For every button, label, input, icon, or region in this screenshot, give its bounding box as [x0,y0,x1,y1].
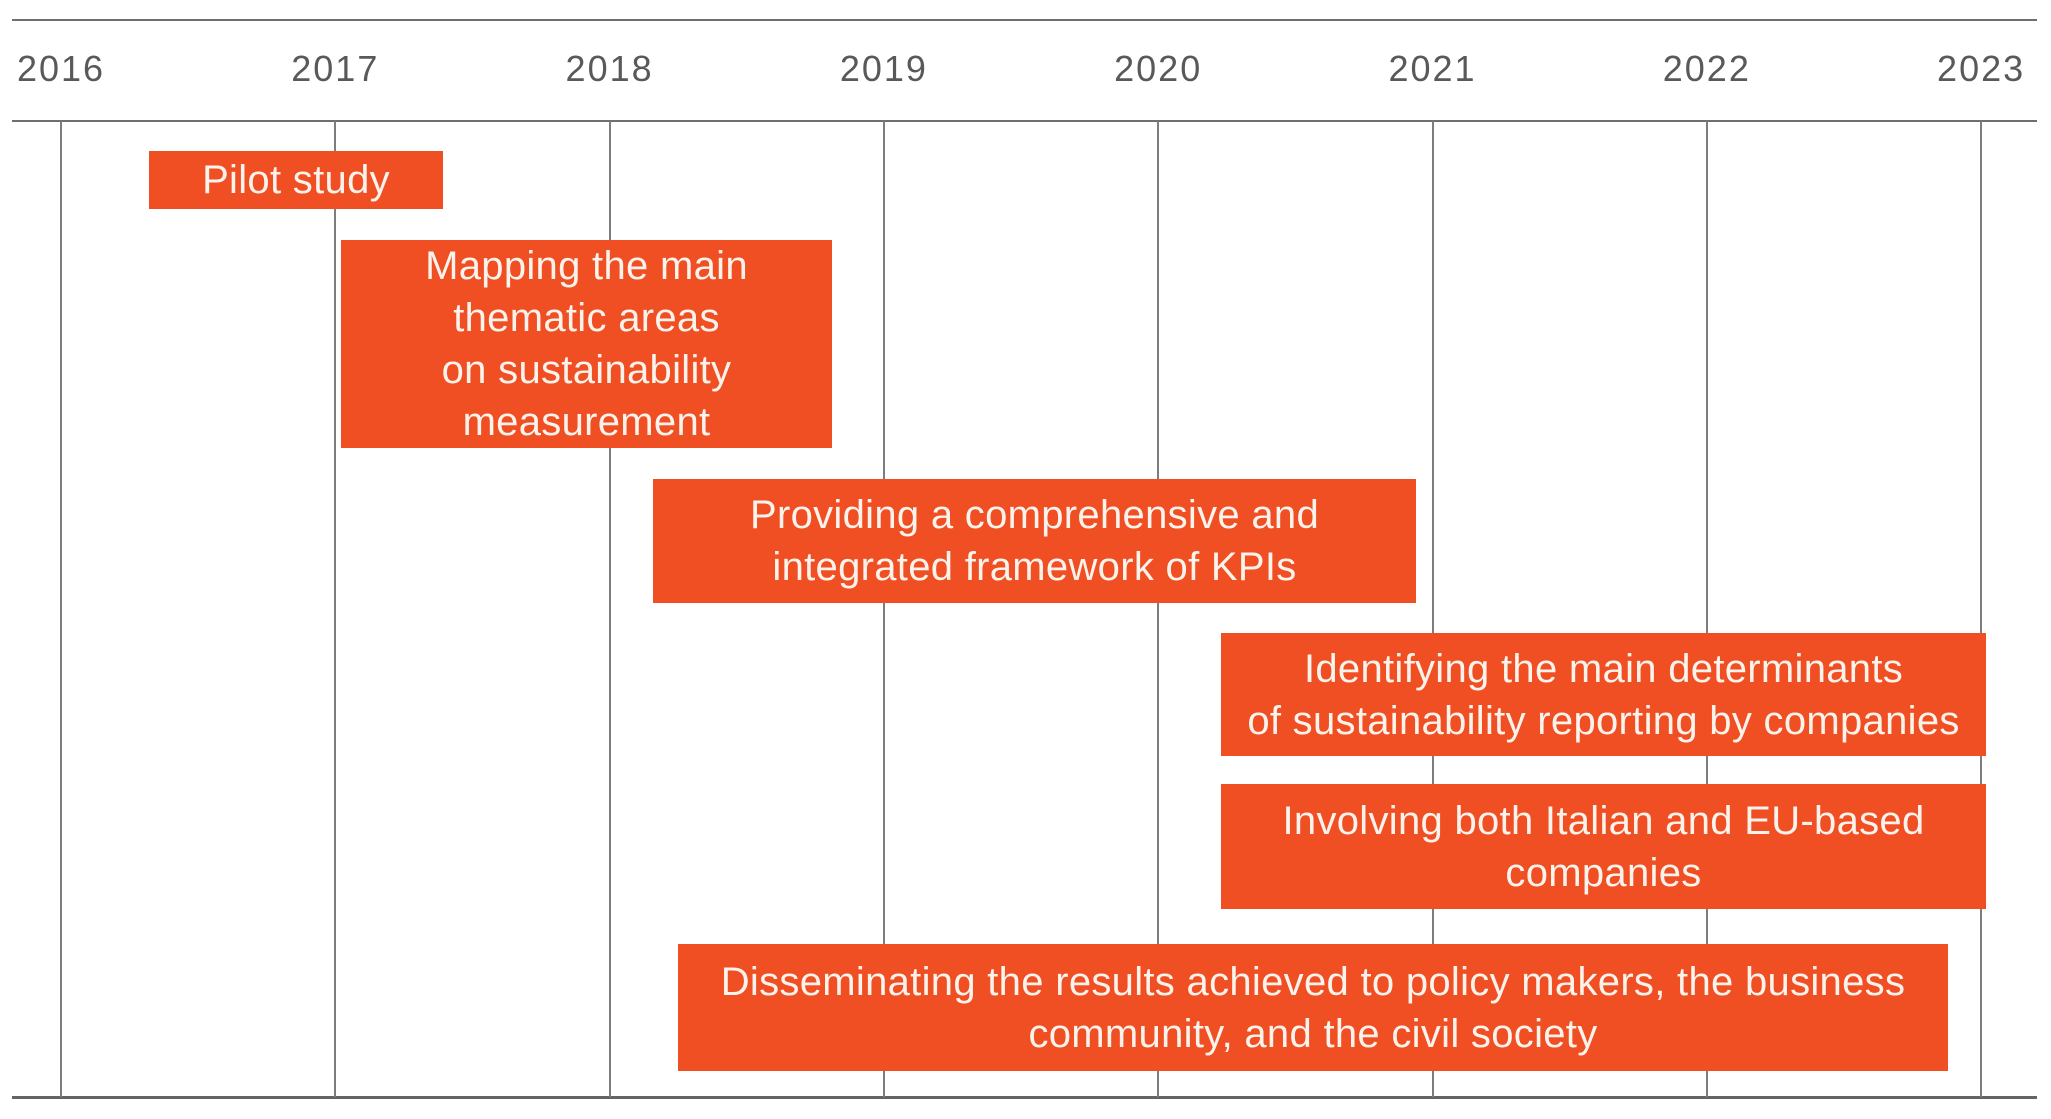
task-bar-label-line: Mapping the main [425,244,748,288]
year-label-2020: 2020 [1114,48,1203,89]
task-bar: Disseminating the results achieved to po… [678,944,1948,1071]
year-label-2023: 2023 [1937,48,2026,89]
gridline-2018 [608,121,611,1097]
task-bar-label-line: companies [1505,850,1702,895]
year-label-2017: 2017 [291,48,380,89]
task-bar-label-line: community, and the civil society [1028,1011,1598,1056]
gridline-2019 [882,121,885,1097]
task-bar-label-line: integrated framework of KPIs [772,545,1297,589]
task-bar-label-line: Identifying the main determinants [1303,646,1904,691]
year-label-2018: 2018 [565,48,654,89]
gridline-2016 [60,121,62,1097]
year-label-2021: 2021 [1388,48,1477,89]
gridline-2023 [1980,121,1983,1097]
task-bar: Identifying the main determinants of sust… [1221,633,1986,756]
task-bar: Providing a comprehensive and integrated … [653,479,1416,603]
gridline-2021 [1431,121,1434,1097]
year-label-2016: 2016 [16,48,106,89]
top-rule [12,19,2037,21]
year-label-2019: 2019 [839,48,928,89]
bottom-rule [12,1096,2037,1099]
task-bar: Pilot study [149,151,443,209]
year-label-2022: 2022 [1662,48,1751,89]
gridline-2020 [1157,121,1160,1097]
gridline-2017 [334,121,337,1097]
axis-rule [12,120,2037,122]
gridline-2022 [1705,121,1708,1097]
task-bar-label-line: Involving both Italian and EU-based [1282,798,1925,843]
task-bar: Involving both Italian and EU-based compa… [1221,784,1986,909]
task-bar-label-line: Providing a comprehensive and [749,493,1320,537]
task-bar-label-line: measurement [462,400,711,444]
task-bar-label-line: Disseminating the results achieved to po… [720,959,1906,1004]
task-bar-label-line: Pilot study [202,158,390,202]
task-bar-label-line: thematic areas [453,296,720,340]
task-bar-label-line: of sustainability reporting by companies [1247,698,1960,743]
task-bar-label-line: on sustainability [441,348,732,392]
task-bar: Mapping the main thematic areas on sustain… [341,240,832,448]
